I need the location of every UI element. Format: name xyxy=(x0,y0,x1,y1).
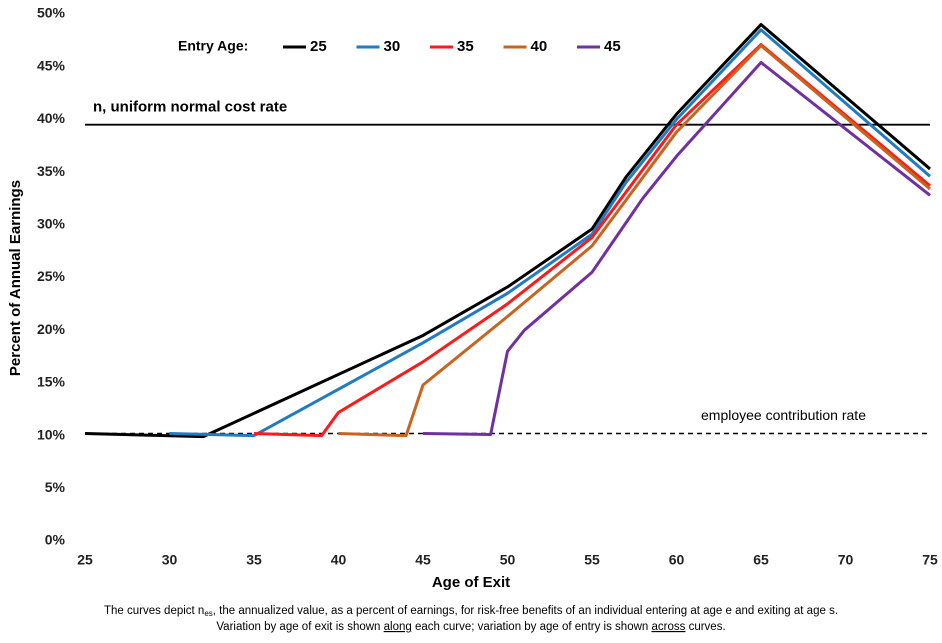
series-line xyxy=(422,60,931,437)
x-tick-label: 45 xyxy=(415,552,431,568)
series-line xyxy=(169,28,931,438)
series-line xyxy=(253,43,931,438)
x-tick-label: 65 xyxy=(753,552,769,568)
y-tick-label: 20% xyxy=(37,321,66,337)
y-tick-label: 10% xyxy=(37,426,66,442)
reference-line-label: n, uniform normal cost rate xyxy=(93,99,287,116)
caption-text: The curves depict n xyxy=(104,605,204,617)
y-tick-label: 45% xyxy=(37,57,66,73)
legend-label: 35 xyxy=(457,38,474,55)
x-tick-label: 40 xyxy=(331,552,347,568)
caption-text: along xyxy=(384,621,412,633)
y-tick-label: 0% xyxy=(45,532,66,548)
y-tick-label: 35% xyxy=(37,163,66,179)
caption-text: Variation by age of exit is shown xyxy=(216,621,383,633)
x-tick-label: 35 xyxy=(246,552,262,568)
y-tick-label: 5% xyxy=(45,479,66,495)
y-tick-label: 50% xyxy=(37,5,66,21)
legend-label: 40 xyxy=(531,38,548,55)
series-line xyxy=(84,23,931,439)
caption-text: each curve; variation by age of entry is… xyxy=(412,621,652,633)
x-tick-label: 75 xyxy=(922,552,938,568)
x-tick-label: 70 xyxy=(838,552,854,568)
legend-label: 45 xyxy=(604,38,621,55)
x-tick-label: 55 xyxy=(584,552,600,568)
caption-text: , the annualized value, as a percent of … xyxy=(213,605,838,617)
y-axis-label: Percent of Annual Earnings xyxy=(7,180,24,376)
x-axis-label: Age of Exit xyxy=(432,574,510,591)
x-tick-label: 60 xyxy=(669,552,685,568)
caption: The curves depict nes, the annualized va… xyxy=(104,605,838,618)
x-tick-label: 25 xyxy=(77,552,93,568)
series-line xyxy=(338,44,931,438)
caption-text: curves. xyxy=(685,621,725,633)
x-tick-label: 30 xyxy=(162,552,178,568)
y-tick-label: 30% xyxy=(37,216,66,232)
legend-label: 30 xyxy=(384,38,401,55)
caption-subscript: es xyxy=(204,609,212,618)
y-tick-label: 25% xyxy=(37,268,66,284)
caption-text: across xyxy=(652,621,686,633)
reference-line-label: employee contribution rate xyxy=(701,407,866,423)
legend-label: 25 xyxy=(310,38,327,55)
y-tick-label: 15% xyxy=(37,374,66,390)
y-tick-label: 40% xyxy=(37,110,66,126)
x-tick-label: 50 xyxy=(500,552,516,568)
caption: Variation by age of exit is shown along … xyxy=(216,621,725,633)
legend-title: Entry Age: xyxy=(178,38,248,54)
